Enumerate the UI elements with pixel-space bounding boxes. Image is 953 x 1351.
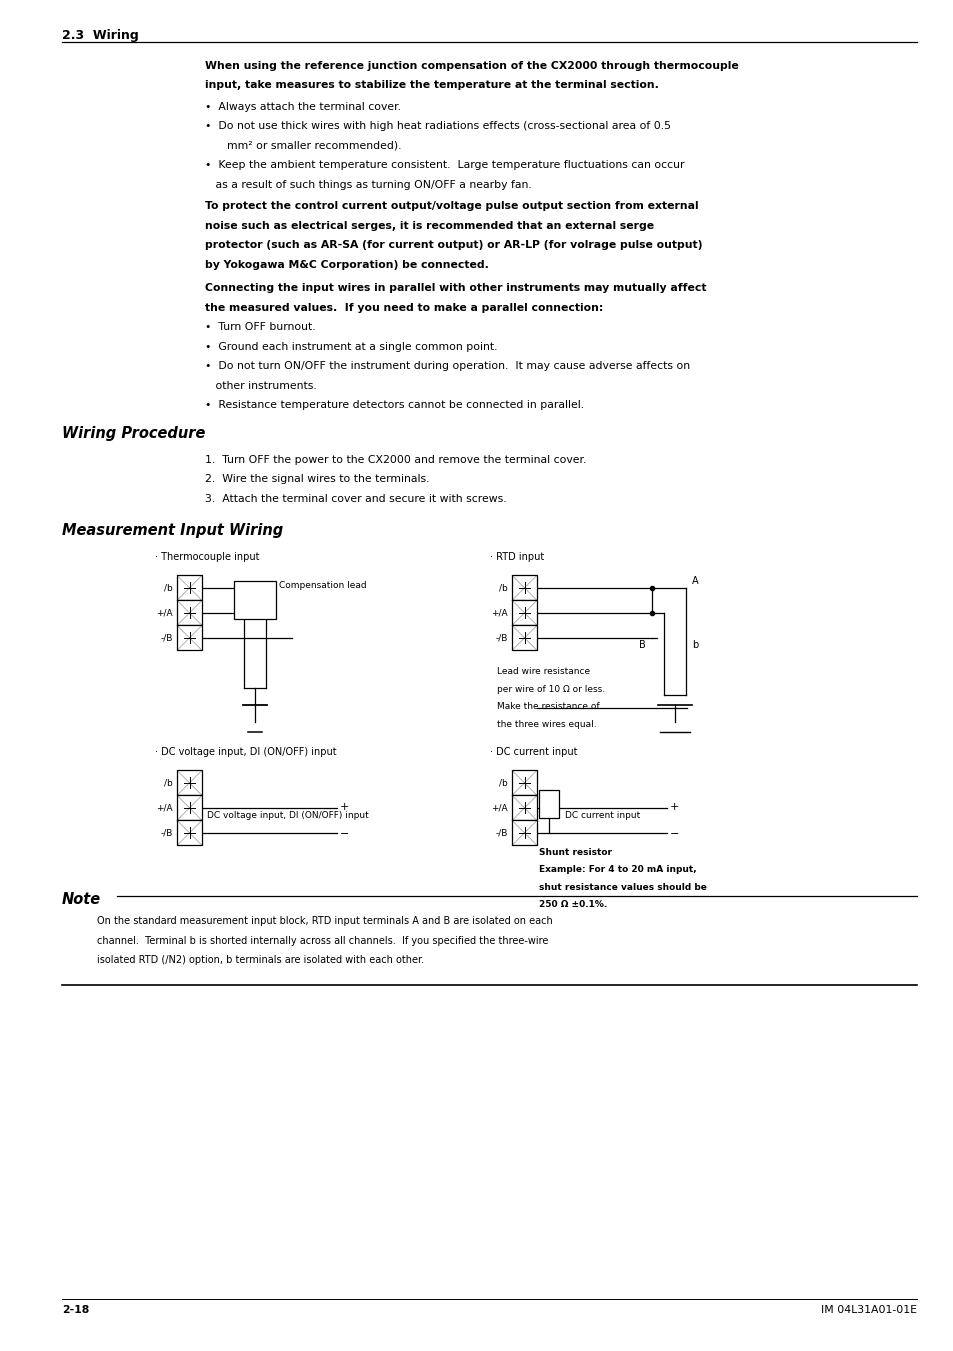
Text: shut resistance values should be: shut resistance values should be bbox=[538, 884, 706, 892]
Bar bbox=[512, 576, 537, 600]
Text: · DC current input: · DC current input bbox=[490, 747, 577, 758]
Text: /b: /b bbox=[164, 584, 172, 592]
Bar bbox=[177, 820, 202, 846]
Text: b: b bbox=[691, 640, 698, 650]
Text: B: B bbox=[639, 640, 645, 650]
Text: -/B: -/B bbox=[160, 828, 172, 838]
Text: •  Resistance temperature detectors cannot be connected in parallel.: • Resistance temperature detectors canno… bbox=[205, 400, 583, 411]
Text: -/B: -/B bbox=[496, 634, 507, 642]
Text: input, take measures to stabilize the temperature at the terminal section.: input, take measures to stabilize the te… bbox=[205, 81, 659, 91]
Text: •  Keep the ambient temperature consistent.  Large temperature fluctuations can : • Keep the ambient temperature consisten… bbox=[205, 161, 684, 170]
Bar bbox=[177, 600, 202, 626]
Text: •  Turn OFF burnout.: • Turn OFF burnout. bbox=[205, 323, 315, 332]
Text: To protect the control current output/voltage pulse output section from external: To protect the control current output/vo… bbox=[205, 201, 698, 211]
Text: When using the reference junction compensation of the CX2000 through thermocoupl: When using the reference junction compen… bbox=[205, 61, 738, 72]
Text: −: − bbox=[669, 830, 679, 839]
Text: the measured values.  If you need to make a parallel connection:: the measured values. If you need to make… bbox=[205, 303, 602, 313]
Text: +/A: +/A bbox=[156, 804, 172, 812]
Text: −: − bbox=[339, 830, 349, 839]
Text: +: + bbox=[339, 802, 349, 812]
Text: -/B: -/B bbox=[160, 634, 172, 642]
Text: DC voltage input, DI (ON/OFF) input: DC voltage input, DI (ON/OFF) input bbox=[207, 811, 369, 820]
Text: channel.  Terminal b is shorted internally across all channels.  If you specifie: channel. Terminal b is shorted internall… bbox=[97, 936, 548, 946]
Bar bbox=[512, 770, 537, 796]
Bar bbox=[177, 770, 202, 796]
Text: •  Ground each instrument at a single common point.: • Ground each instrument at a single com… bbox=[205, 342, 497, 351]
Text: /b: /b bbox=[164, 778, 172, 788]
Bar bbox=[177, 576, 202, 600]
Text: 3.  Attach the terminal cover and secure it with screws.: 3. Attach the terminal cover and secure … bbox=[205, 494, 506, 504]
Text: Connecting the input wires in parallel with other instruments may mutually affec: Connecting the input wires in parallel w… bbox=[205, 284, 706, 293]
Text: •  Always attach the terminal cover.: • Always attach the terminal cover. bbox=[205, 101, 400, 112]
Text: 1.  Turn OFF the power to the CX2000 and remove the terminal cover.: 1. Turn OFF the power to the CX2000 and … bbox=[205, 455, 586, 465]
Text: Lead wire resistance: Lead wire resistance bbox=[497, 667, 590, 677]
Bar bbox=[538, 790, 558, 817]
Bar bbox=[512, 626, 537, 650]
Text: protector (such as AR-SA (for current output) or AR-LP (for volrage pulse output: protector (such as AR-SA (for current ou… bbox=[205, 240, 701, 250]
Bar bbox=[512, 600, 537, 626]
Bar bbox=[177, 796, 202, 820]
Text: +/A: +/A bbox=[491, 608, 507, 617]
Text: +/A: +/A bbox=[491, 804, 507, 812]
Text: DC current input: DC current input bbox=[564, 811, 639, 820]
Text: •  Do not use thick wires with high heat radiations effects (cross-sectional are: • Do not use thick wires with high heat … bbox=[205, 122, 670, 131]
Text: A: A bbox=[691, 576, 698, 586]
Text: · Thermocouple input: · Thermocouple input bbox=[154, 553, 259, 562]
Text: /b: /b bbox=[498, 778, 507, 788]
Text: 2.3  Wiring: 2.3 Wiring bbox=[62, 28, 138, 42]
Bar bbox=[177, 626, 202, 650]
Text: Example: For 4 to 20 mA input,: Example: For 4 to 20 mA input, bbox=[538, 866, 696, 874]
Text: Shunt resistor: Shunt resistor bbox=[538, 848, 612, 857]
Text: other instruments.: other instruments. bbox=[205, 381, 316, 390]
Text: as a result of such things as turning ON/OFF a nearby fan.: as a result of such things as turning ON… bbox=[205, 180, 531, 190]
Text: Make the resistance of: Make the resistance of bbox=[497, 703, 599, 712]
Text: +/A: +/A bbox=[156, 608, 172, 617]
Text: per wire of 10 Ω or less.: per wire of 10 Ω or less. bbox=[497, 685, 604, 694]
Text: +: + bbox=[669, 802, 679, 812]
Bar bbox=[512, 820, 537, 846]
Bar bbox=[233, 581, 275, 619]
Text: the three wires equal.: the three wires equal. bbox=[497, 720, 596, 730]
Bar bbox=[512, 796, 537, 820]
Text: Compensation lead: Compensation lead bbox=[278, 581, 366, 590]
Text: · RTD input: · RTD input bbox=[490, 553, 543, 562]
Text: On the standard measurement input block, RTD input terminals A and B are isolate: On the standard measurement input block,… bbox=[97, 916, 552, 927]
Text: 250 Ω ±0.1%.: 250 Ω ±0.1%. bbox=[538, 900, 607, 909]
Text: Note: Note bbox=[62, 893, 101, 908]
Text: •  Do not turn ON/OFF the instrument during operation.  It may cause adverse aff: • Do not turn ON/OFF the instrument duri… bbox=[205, 361, 689, 372]
Text: Wiring Procedure: Wiring Procedure bbox=[62, 426, 205, 440]
Text: IM 04L31A01-01E: IM 04L31A01-01E bbox=[820, 1305, 916, 1315]
Text: isolated RTD (/N2) option, b terminals are isolated with each other.: isolated RTD (/N2) option, b terminals a… bbox=[97, 955, 424, 966]
Text: noise such as electrical serges, it is recommended that an external serge: noise such as electrical serges, it is r… bbox=[205, 222, 654, 231]
Text: /b: /b bbox=[498, 584, 507, 592]
Text: by Yokogawa M&C Corporation) be connected.: by Yokogawa M&C Corporation) be connecte… bbox=[205, 259, 488, 270]
Text: 2-18: 2-18 bbox=[62, 1305, 90, 1315]
Text: 2.  Wire the signal wires to the terminals.: 2. Wire the signal wires to the terminal… bbox=[205, 474, 429, 485]
Text: · DC voltage input, DI (ON/OFF) input: · DC voltage input, DI (ON/OFF) input bbox=[154, 747, 336, 758]
Text: -/B: -/B bbox=[496, 828, 507, 838]
Text: mm² or smaller recommended).: mm² or smaller recommended). bbox=[227, 141, 401, 151]
Text: Measurement Input Wiring: Measurement Input Wiring bbox=[62, 523, 283, 538]
